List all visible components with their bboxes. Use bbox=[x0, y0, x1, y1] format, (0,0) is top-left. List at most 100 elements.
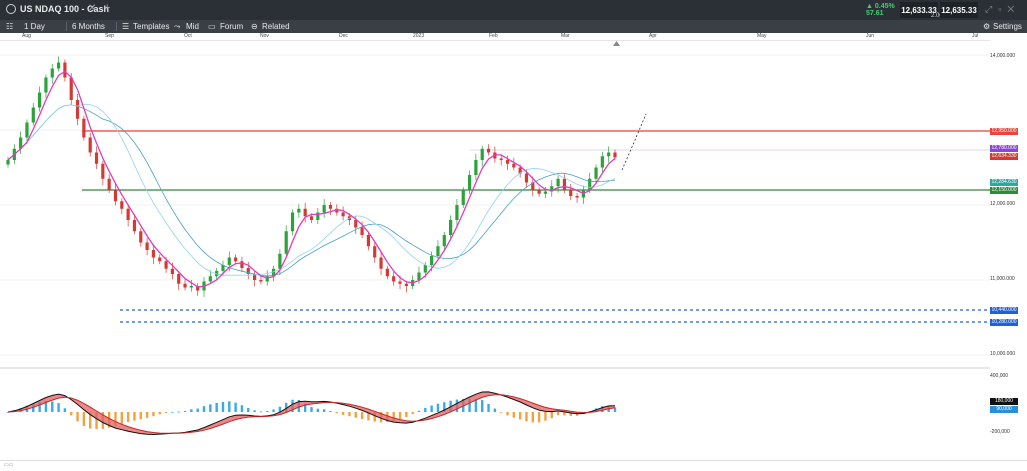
candle-body[interactable] bbox=[25, 122, 29, 138]
candle-body[interactable] bbox=[183, 283, 187, 288]
projection-arrow[interactable] bbox=[621, 113, 647, 171]
instrument-tab[interactable]: US NDAQ 100 - Cash bbox=[6, 4, 109, 14]
templates-button[interactable]: Templates bbox=[133, 22, 170, 31]
candle-body[interactable] bbox=[139, 231, 143, 243]
candle-body[interactable] bbox=[328, 205, 333, 209]
candle-body[interactable] bbox=[613, 152, 617, 158]
candle-body[interactable] bbox=[252, 274, 257, 280]
candle-body[interactable] bbox=[455, 205, 459, 220]
candle-body[interactable] bbox=[335, 208, 339, 213]
candle-body[interactable] bbox=[303, 208, 307, 217]
candle-body[interactable] bbox=[461, 190, 465, 205]
candle-body[interactable] bbox=[158, 257, 162, 262]
candle-body[interactable] bbox=[436, 246, 440, 256]
related-button[interactable]: Related bbox=[262, 22, 290, 31]
candle-body[interactable] bbox=[234, 257, 238, 262]
candle-body[interactable] bbox=[354, 220, 358, 228]
range-selector[interactable]: 6 Months bbox=[72, 22, 105, 31]
interval-selector[interactable]: 1 Day bbox=[24, 22, 45, 31]
candle-body[interactable] bbox=[360, 227, 364, 236]
candle-body[interactable] bbox=[430, 256, 434, 265]
candle-body[interactable] bbox=[290, 212, 295, 232]
bid-price-button[interactable]: 12,633.33 bbox=[900, 2, 938, 18]
candle-body[interactable] bbox=[38, 92, 42, 108]
candle-body[interactable] bbox=[189, 286, 193, 288]
candle-body[interactable] bbox=[316, 212, 320, 221]
candle-body[interactable] bbox=[297, 208, 301, 213]
candle-body[interactable] bbox=[50, 68, 54, 78]
candle-body[interactable] bbox=[278, 253, 282, 269]
candle-body[interactable] bbox=[75, 100, 80, 119]
add-tab-icon[interactable]: + bbox=[104, 2, 111, 14]
event-marker-icon[interactable] bbox=[613, 41, 620, 46]
candle-body[interactable] bbox=[44, 77, 48, 93]
candle-body[interactable] bbox=[594, 167, 598, 179]
candle-body[interactable] bbox=[562, 178, 567, 190]
candle-body[interactable] bbox=[524, 173, 529, 183]
candle-body[interactable] bbox=[246, 268, 250, 274]
candle-body[interactable] bbox=[208, 276, 212, 282]
candle-body[interactable] bbox=[512, 163, 516, 168]
candle-body[interactable] bbox=[221, 265, 225, 271]
candle-body[interactable] bbox=[309, 216, 314, 220]
candle-body[interactable] bbox=[6, 160, 10, 165]
candle-body[interactable] bbox=[31, 107, 35, 123]
candle-body[interactable] bbox=[486, 148, 491, 153]
window-controls[interactable]: ⤢▫✕ bbox=[985, 4, 1021, 14]
candle-body[interactable] bbox=[575, 196, 579, 198]
ask-price-button[interactable]: 12,635.33 bbox=[940, 2, 978, 18]
candle-body[interactable] bbox=[145, 242, 149, 251]
candle-body[interactable] bbox=[518, 167, 522, 174]
candle-body[interactable] bbox=[480, 148, 484, 160]
price-chart[interactable] bbox=[0, 40, 1027, 460]
candle-body[interactable] bbox=[63, 62, 67, 78]
candle-body[interactable] bbox=[101, 163, 105, 179]
candle-body[interactable] bbox=[227, 257, 231, 266]
candle-body[interactable] bbox=[151, 250, 156, 258]
candle-body[interactable] bbox=[82, 118, 86, 138]
candle-body[interactable] bbox=[366, 235, 371, 247]
candle-body[interactable] bbox=[531, 182, 535, 191]
candle-body[interactable] bbox=[94, 152, 99, 164]
candle-body[interactable] bbox=[19, 137, 23, 149]
candle-body[interactable] bbox=[322, 205, 326, 213]
candle-body[interactable] bbox=[417, 272, 421, 281]
candle-body[interactable] bbox=[385, 268, 389, 277]
candle-body[interactable] bbox=[550, 186, 554, 192]
candle-body[interactable] bbox=[196, 286, 200, 291]
candle-body[interactable] bbox=[449, 220, 453, 235]
close-tab-icon[interactable]: ✕ bbox=[88, 3, 97, 14]
candle-body[interactable] bbox=[284, 231, 288, 254]
candle-body[interactable] bbox=[259, 280, 263, 282]
candle-body[interactable] bbox=[423, 265, 427, 273]
candle-body[interactable] bbox=[164, 261, 168, 269]
candle-body[interactable] bbox=[88, 137, 92, 153]
candle-body[interactable] bbox=[556, 178, 560, 187]
candle-body[interactable] bbox=[240, 261, 244, 268]
candle-body[interactable] bbox=[474, 160, 478, 175]
candle-body[interactable] bbox=[588, 178, 592, 190]
forum-button[interactable]: Forum bbox=[220, 22, 244, 31]
settings-button[interactable]: Settings bbox=[993, 22, 1022, 31]
candle-body[interactable] bbox=[113, 190, 118, 202]
candle-body[interactable] bbox=[607, 152, 611, 157]
candle-body[interactable] bbox=[265, 276, 269, 282]
candle-body[interactable] bbox=[170, 268, 174, 274]
candle-body[interactable] bbox=[569, 190, 573, 196]
candle-body[interactable] bbox=[107, 178, 111, 190]
candle-body[interactable] bbox=[499, 158, 503, 161]
candle-body[interactable] bbox=[467, 175, 472, 190]
candle-body[interactable] bbox=[126, 208, 130, 220]
layout-icon[interactable]: ☷ bbox=[6, 22, 14, 31]
candle-body[interactable] bbox=[120, 201, 124, 209]
candle-body[interactable] bbox=[404, 283, 408, 286]
candle-body[interactable] bbox=[442, 235, 446, 247]
candle-body[interactable] bbox=[56, 62, 61, 69]
candle-body[interactable] bbox=[373, 246, 377, 258]
candle-body[interactable] bbox=[505, 160, 510, 164]
candle-body[interactable] bbox=[271, 268, 276, 277]
candle-body[interactable] bbox=[392, 276, 396, 282]
candle-body[interactable] bbox=[69, 77, 73, 101]
candle-body[interactable] bbox=[132, 220, 137, 232]
candle-body[interactable] bbox=[177, 274, 181, 284]
